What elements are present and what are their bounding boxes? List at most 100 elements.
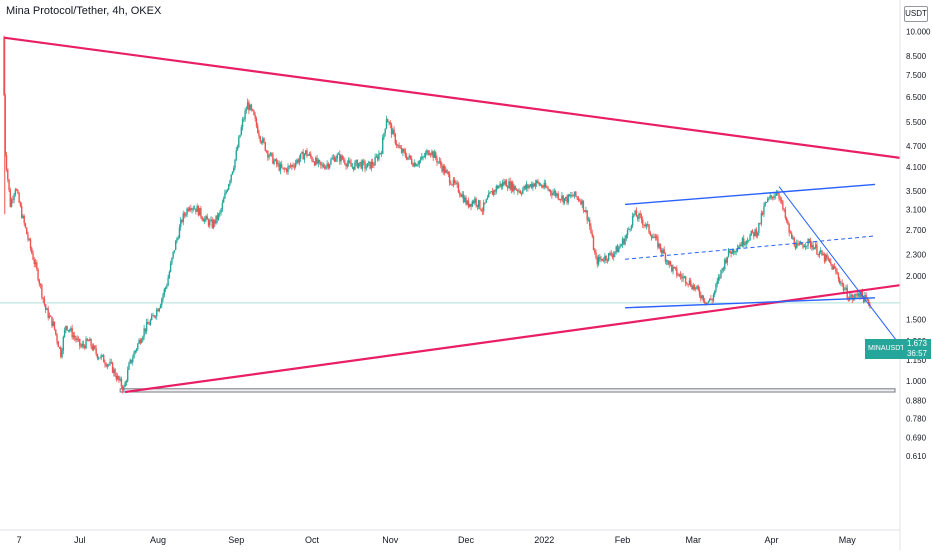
candle-body xyxy=(123,386,125,391)
candle-body xyxy=(239,134,241,138)
candle-body xyxy=(447,171,450,175)
candle-body xyxy=(700,295,702,299)
candle-body xyxy=(707,301,710,303)
candle-body xyxy=(76,338,78,341)
candle-body xyxy=(414,162,417,167)
candle-body xyxy=(296,159,298,163)
candle-body xyxy=(653,237,655,238)
candle-body xyxy=(255,118,258,126)
candle-body xyxy=(159,304,162,309)
channel-trendline xyxy=(778,186,898,342)
candle-body xyxy=(260,141,263,143)
candle-body xyxy=(147,321,149,325)
candle-body xyxy=(326,163,328,166)
candle-body xyxy=(854,294,856,299)
candle-body xyxy=(748,240,750,242)
candle-body xyxy=(370,161,373,169)
candle-body xyxy=(813,247,816,250)
candle-body xyxy=(452,179,455,185)
channel-trendline xyxy=(625,297,876,309)
time-axis[interactable]: 7 Jul Aug Sep Oct Nov Dec 2022 Feb Mar Apr May xyxy=(0,529,900,545)
candle-body xyxy=(785,217,788,222)
candle-body xyxy=(488,193,490,198)
candle-body xyxy=(95,348,97,355)
candle-body xyxy=(193,208,196,210)
candle-body xyxy=(826,254,828,259)
candle-body xyxy=(283,168,285,170)
candle-body xyxy=(320,161,322,166)
candle-body xyxy=(527,184,529,188)
time-tick-label: May xyxy=(839,535,857,545)
candle-body xyxy=(90,339,92,347)
candle-body xyxy=(589,219,591,227)
candle-body xyxy=(374,157,376,166)
candle-body xyxy=(8,179,10,191)
candle-body xyxy=(582,200,585,211)
candle-body xyxy=(611,255,614,257)
candle-body xyxy=(124,382,126,387)
candle-body xyxy=(270,152,273,154)
candle-body xyxy=(334,157,336,162)
candle-body xyxy=(263,138,265,143)
candle-body xyxy=(104,362,106,365)
candle-body xyxy=(186,208,188,215)
candle-body xyxy=(310,153,312,157)
candle-body xyxy=(251,109,254,111)
candle-body xyxy=(660,249,663,254)
candle-body xyxy=(58,347,61,348)
candle-body xyxy=(360,162,362,169)
candle-body xyxy=(312,160,314,162)
candle-body xyxy=(281,164,283,168)
candle-body xyxy=(335,158,337,162)
candle-body xyxy=(613,253,615,257)
candle-body xyxy=(389,122,391,125)
candle-body xyxy=(736,248,739,252)
candle-body xyxy=(162,294,164,299)
candle-body xyxy=(403,149,405,152)
candle-body xyxy=(866,298,869,300)
candle-body xyxy=(28,239,30,241)
candle-body xyxy=(773,196,775,199)
candle-body xyxy=(332,157,335,159)
candle-body xyxy=(838,278,841,284)
candle-body xyxy=(132,358,134,363)
candle-body xyxy=(15,189,18,191)
candle-body xyxy=(60,347,62,357)
candle-body xyxy=(568,194,571,197)
candle-body xyxy=(316,157,318,164)
candle-body xyxy=(844,289,846,291)
candle-body xyxy=(57,341,59,348)
candle-body xyxy=(804,245,807,247)
currency-badge[interactable]: USDT xyxy=(904,6,928,22)
candle-body xyxy=(13,194,15,200)
candle-body xyxy=(405,156,408,160)
price-tick-label: 2.000 xyxy=(906,272,927,281)
candle-body xyxy=(566,196,568,203)
candle-body xyxy=(470,203,472,207)
candle-body xyxy=(687,283,689,285)
candle-body xyxy=(185,214,187,216)
candle-body xyxy=(467,200,470,207)
candle-body xyxy=(61,350,63,357)
candle-body xyxy=(731,249,734,255)
candle-body xyxy=(217,213,220,220)
candle-body xyxy=(595,252,597,258)
candle-body xyxy=(134,350,136,353)
candle-body xyxy=(75,337,77,341)
candle-body xyxy=(236,147,239,151)
candle-body xyxy=(197,205,200,216)
candle-body xyxy=(211,219,213,228)
candle-body xyxy=(677,275,679,277)
candle-body xyxy=(65,325,67,330)
candle-body xyxy=(625,235,628,239)
price-axis[interactable]: 10.000 8.500 7.500 6.500 5.500 4.700 4.100 3.50… xyxy=(899,0,932,550)
candle-body xyxy=(515,189,518,191)
candle-body xyxy=(212,220,215,228)
candle-body xyxy=(364,161,366,169)
candle-body xyxy=(784,209,787,218)
candle-body xyxy=(315,157,317,166)
time-tick-label: Feb xyxy=(615,535,631,545)
candle-body xyxy=(845,287,847,290)
